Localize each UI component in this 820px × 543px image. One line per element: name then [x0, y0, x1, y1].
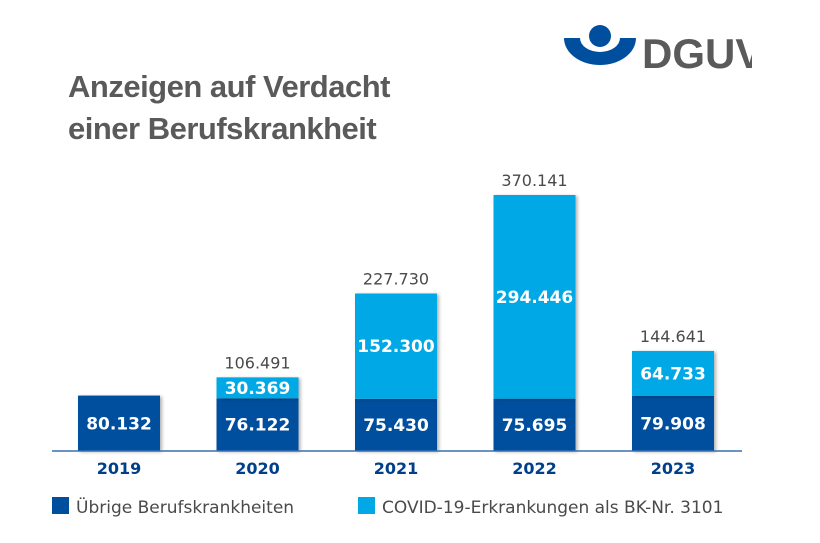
x-tick-label: 2019 — [97, 459, 142, 478]
total-label: 370.141 — [501, 171, 567, 190]
x-tick-label: 2023 — [651, 459, 696, 478]
legend-label: Übrige Berufskrankheiten — [76, 496, 294, 518]
bar-covid-2022 — [493, 195, 576, 399]
bar-other-2021 — [355, 398, 437, 451]
legend-swatch — [358, 497, 375, 514]
data-label: 76.122 — [225, 416, 291, 436]
x-tick-label: 2020 — [235, 459, 280, 478]
chart-title: Anzeigen auf Verdacht einer Berufskrankh… — [68, 66, 390, 150]
data-label: 152.300 — [357, 337, 435, 357]
x-tick-label: 2021 — [374, 459, 419, 478]
total-label: 106.491 — [224, 353, 290, 372]
legend-label: COVID-19-Erkrankungen als BK-Nr. 3101 — [382, 498, 723, 518]
data-label: 75.430 — [363, 416, 429, 436]
title-line-2: einer Berufskrankheit — [68, 111, 377, 146]
data-label: 64.733 — [640, 364, 706, 384]
bar-covid-2021 — [355, 293, 437, 399]
data-label: 294.446 — [496, 288, 573, 308]
svg-text:DGUV: DGUV — [642, 30, 752, 74]
data-label: 79.908 — [640, 414, 706, 434]
data-label: 80.132 — [86, 414, 152, 434]
bar-other-2020 — [216, 398, 299, 451]
legend-swatch — [52, 497, 69, 514]
data-label: 30.369 — [225, 379, 291, 399]
data-label: 75.695 — [502, 416, 568, 436]
dguv-logo: DGUV — [564, 25, 752, 74]
bar-covid-2020 — [216, 377, 299, 399]
bar-other-2022 — [493, 398, 576, 451]
bar-covid-2023 — [632, 350, 714, 396]
title-line-1: Anzeigen auf Verdacht — [68, 69, 390, 104]
total-label: 144.641 — [640, 327, 706, 346]
bar-other-2019 — [78, 395, 160, 451]
total-label: 227.730 — [363, 269, 429, 288]
x-tick-label: 2022 — [512, 459, 557, 478]
bar-other-2023 — [632, 395, 714, 451]
